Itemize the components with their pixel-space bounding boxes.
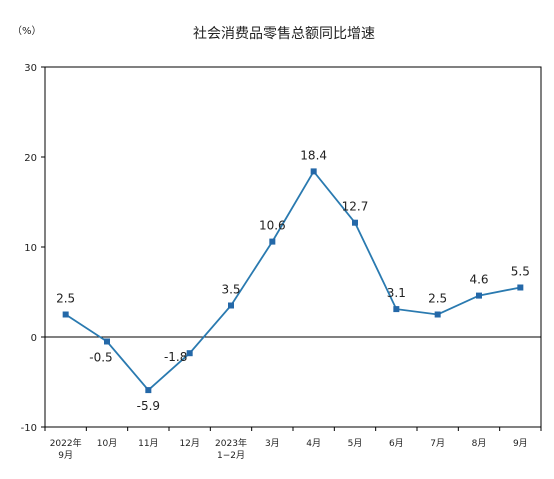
data-point (145, 387, 152, 394)
series-line (65, 169, 521, 392)
y-axis-unit: （%） (12, 25, 42, 37)
data-label: 12.7 (342, 200, 369, 214)
y-tick-label: 10 (24, 243, 37, 254)
x-tick-label: 11月 (138, 438, 158, 449)
data-labels: 2.5 -0.5 -5.9 -1.8 3.5 10.6 18.4 12.7 3.1 2.5 4.6 5… (56, 148, 530, 413)
x-tick-label: 4月 (306, 438, 321, 449)
data-label: 18.4 (300, 148, 327, 162)
x-tick-label: 10月 (97, 438, 117, 449)
data-point (393, 306, 400, 313)
x-tick-label: 7月 (430, 438, 445, 449)
y-axis: -10 0 10 20 30 (21, 63, 45, 434)
data-label: 2.5 (428, 292, 447, 306)
y-tick-label: 0 (31, 333, 37, 344)
plot-area (44, 66, 542, 428)
data-label: -5.9 (137, 399, 160, 413)
data-point (62, 311, 69, 318)
x-tick-label: 6月 (389, 438, 404, 449)
data-point (104, 338, 110, 345)
data-label: 10.6 (259, 219, 286, 233)
data-points (62, 168, 524, 394)
x-axis: 2022年 9月 10月 11月 12月 2023年 1−2月 3月 4月 5月 6月 7月 8月 9月 (44, 427, 542, 461)
data-point (310, 168, 317, 175)
data-label: -1.8 (164, 350, 187, 364)
x-tick-label: 3月 (265, 438, 280, 449)
data-point (228, 302, 234, 309)
data-label: 4.6 (469, 273, 488, 287)
x-tick-label: 2023年 1−2月 (215, 437, 247, 461)
data-point (517, 284, 524, 291)
data-point (269, 238, 276, 245)
data-point (476, 292, 482, 299)
data-label: 3.5 (221, 283, 240, 297)
x-tick-label: 8月 (472, 438, 487, 449)
data-label: 3.1 (387, 286, 406, 300)
x-tick-label: 12月 (179, 438, 199, 449)
y-tick-label: 30 (24, 63, 37, 74)
x-tick-label: 2022年 9月 (50, 437, 82, 461)
y-tick-label: -10 (21, 423, 37, 434)
x-tick-label: 5月 (348, 438, 363, 449)
data-label: 5.5 (511, 265, 530, 279)
chart-title: 社会消费品零售总额同比增速 (193, 26, 375, 42)
data-label: -0.5 (89, 351, 112, 365)
data-point (186, 350, 193, 357)
data-point (352, 219, 358, 226)
y-tick-label: 20 (24, 153, 37, 164)
data-label: 2.5 (56, 292, 75, 306)
data-point (434, 311, 441, 318)
x-tick-label: 9月 (513, 438, 528, 449)
